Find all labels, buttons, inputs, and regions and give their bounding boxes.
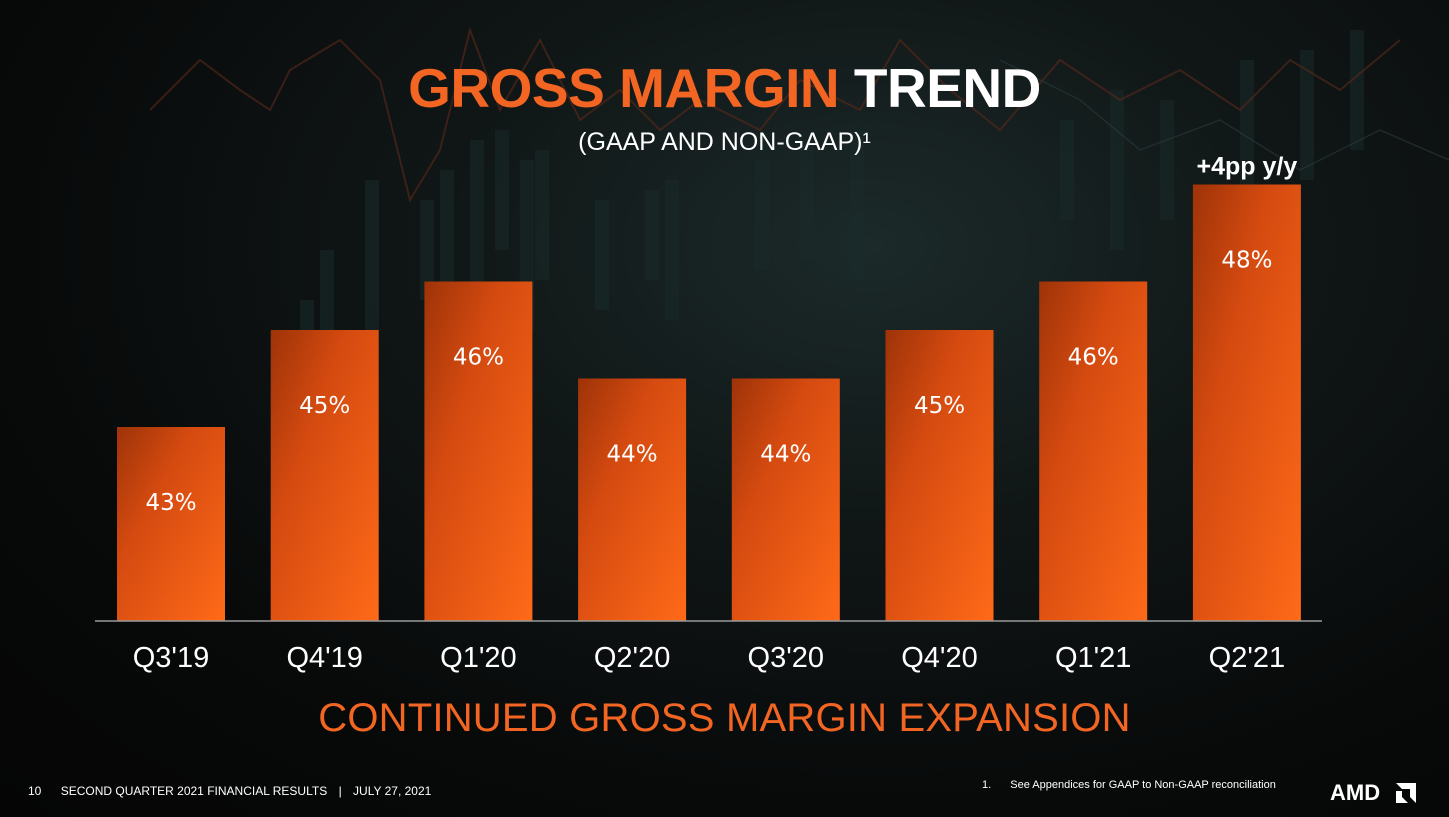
footnote-text: See Appendices for GAAP to Non-GAAP reco…	[1010, 779, 1276, 791]
footer-doc-title: SECOND QUARTER 2021 FINANCIAL RESULTS	[60, 784, 328, 798]
x-tick-label: Q3'20	[748, 642, 824, 674]
bar-value-label: 44%	[760, 442, 811, 468]
bar-q320	[731, 378, 840, 621]
bar-value-label: 45%	[914, 393, 965, 419]
x-tick-label: Q4'20	[901, 642, 977, 674]
x-tick-label: Q3'19	[133, 642, 209, 674]
amd-arrow-icon	[1396, 783, 1416, 803]
amd-logo: AMD	[1330, 780, 1416, 805]
slide-subtitle: (GAAP AND NON-GAAP)¹	[578, 128, 871, 156]
x-tick-label: Q4'19	[286, 642, 362, 674]
bar-q220	[578, 378, 687, 621]
bar-q319	[117, 427, 225, 621]
footnote: 1. See Appendices for GAAP to Non-GAAP r…	[982, 779, 1276, 791]
bar-value-label: 45%	[299, 393, 350, 419]
x-tick-label: Q2'20	[594, 642, 670, 674]
footer-separator: |	[338, 784, 342, 798]
bar-q221	[1192, 184, 1301, 621]
bar-value-label: 44%	[607, 442, 658, 468]
slide-tagline: CONTINUED GROSS MARGIN EXPANSION	[318, 696, 1131, 740]
bar-q121	[1039, 281, 1148, 621]
footer-date: JULY 27, 2021	[353, 784, 432, 798]
bar-value-label: 46%	[1068, 345, 1119, 371]
logo-wordmark: AMD	[1330, 780, 1380, 805]
page-number: 10	[28, 784, 42, 798]
title-highlight: GROSS MARGIN	[408, 57, 840, 119]
title-rest: TREND	[853, 57, 1041, 119]
slide-title: GROSS MARGIN TREND	[0, 58, 1449, 118]
bar-value-label: 48%	[1221, 248, 1272, 274]
x-tick-label: Q1'20	[440, 642, 516, 674]
x-tick-label: Q2'21	[1209, 642, 1285, 674]
x-tick-label: Q1'21	[1055, 642, 1131, 674]
footnote-number: 1.	[982, 779, 992, 791]
bar-value-label: 43%	[145, 490, 196, 516]
slide-footer: 10 SECOND QUARTER 2021 FINANCIAL RESULTS…	[28, 784, 431, 798]
bar-q419	[270, 330, 379, 621]
bar-q420	[885, 330, 994, 621]
bar-value-label: 46%	[453, 345, 504, 371]
yoy-annotation: +4pp y/y	[1197, 153, 1298, 181]
bar-q120	[424, 281, 533, 621]
